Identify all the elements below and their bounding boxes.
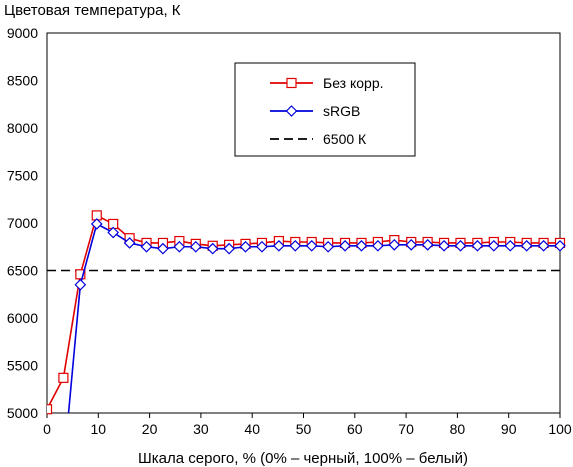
data-point-diamond — [388, 239, 401, 251]
data-point-diamond — [438, 239, 450, 252]
data-point-diamond — [421, 239, 434, 251]
y-tick-label: 5500 — [7, 358, 38, 374]
data-point-diamond — [487, 239, 500, 252]
data-point-diamond — [256, 240, 268, 253]
legend-label: Без корр. — [323, 75, 384, 91]
data-point-diamond — [305, 239, 318, 252]
data-point-diamond — [90, 218, 103, 230]
data-point-diamond — [223, 242, 235, 255]
data-point-diamond — [355, 239, 368, 252]
legend-entry: sRGB — [270, 103, 360, 119]
y-tick-label: 7500 — [7, 168, 38, 184]
y-tick-label: 5000 — [7, 405, 38, 421]
data-point-square — [75, 269, 86, 280]
data-point-diamond — [454, 239, 467, 252]
legend: Без корр. sRGB 6500 К — [234, 62, 416, 157]
x-tick-label: 80 — [450, 421, 466, 437]
x-tick-label: 50 — [296, 421, 312, 437]
x-tick-label: 90 — [501, 421, 517, 437]
data-point-diamond — [74, 278, 87, 291]
data-point-diamond — [123, 237, 136, 249]
data-series — [47, 210, 566, 415]
y-tick-label: 7000 — [7, 215, 38, 231]
data-point-diamond — [554, 239, 566, 252]
data-point-diamond — [157, 242, 169, 255]
data-point-diamond — [107, 226, 120, 239]
data-point-square — [286, 77, 297, 89]
y-axis-ticks: 5000 5500 6000 6500 7000 7500 8000 8500 9000 — [7, 25, 38, 421]
data-point-diamond — [405, 239, 418, 251]
data-point-diamond — [504, 239, 517, 252]
x-tick-label: 70 — [398, 421, 414, 437]
data-point-diamond — [471, 239, 484, 252]
data-point-diamond — [339, 239, 351, 252]
x-axis-title: Шкала серого, % (0% – черный, 100% – бел… — [138, 450, 468, 467]
y-tick-label: 8000 — [7, 120, 38, 136]
data-point-square — [58, 372, 69, 383]
data-point-diamond — [239, 240, 252, 253]
x-tick-label: 10 — [91, 421, 107, 437]
chart-title: Цветовая температура, К — [4, 2, 181, 19]
y-tick-label: 8500 — [7, 73, 38, 89]
y-tick-label: 6500 — [7, 263, 38, 279]
legend-box — [234, 62, 416, 157]
data-point-diamond — [273, 239, 285, 252]
data-point-diamond — [322, 240, 334, 253]
legend-entry: Без корр. — [270, 75, 384, 91]
x-tick-label: 40 — [244, 421, 260, 437]
data-point-diamond — [189, 240, 202, 253]
data-point-diamond — [537, 239, 550, 252]
data-point-diamond — [206, 242, 219, 255]
legend-label: sRGB — [323, 103, 360, 119]
x-tick-label: 100 — [548, 421, 572, 437]
x-tick-label: 0 — [43, 421, 51, 437]
data-point-diamond — [289, 239, 302, 252]
x-tick-label: 60 — [347, 421, 363, 437]
legend-label: 6500 К — [323, 131, 367, 147]
series-1 — [67, 218, 566, 414]
data-point-diamond — [140, 240, 153, 253]
data-point-diamond — [285, 105, 298, 117]
data-point-diamond — [520, 239, 533, 252]
x-axis-ticks: 0 10 20 30 40 50 60 70 80 90 100 — [43, 413, 572, 437]
data-point-diamond — [173, 240, 186, 253]
data-point-diamond — [372, 239, 384, 252]
x-tick-label: 20 — [142, 421, 158, 437]
legend-entry: 6500 К — [270, 131, 367, 147]
x-tick-label: 30 — [193, 421, 209, 437]
data-point-square — [47, 404, 53, 415]
y-tick-label: 9000 — [7, 25, 38, 41]
y-tick-label: 6000 — [7, 310, 38, 326]
